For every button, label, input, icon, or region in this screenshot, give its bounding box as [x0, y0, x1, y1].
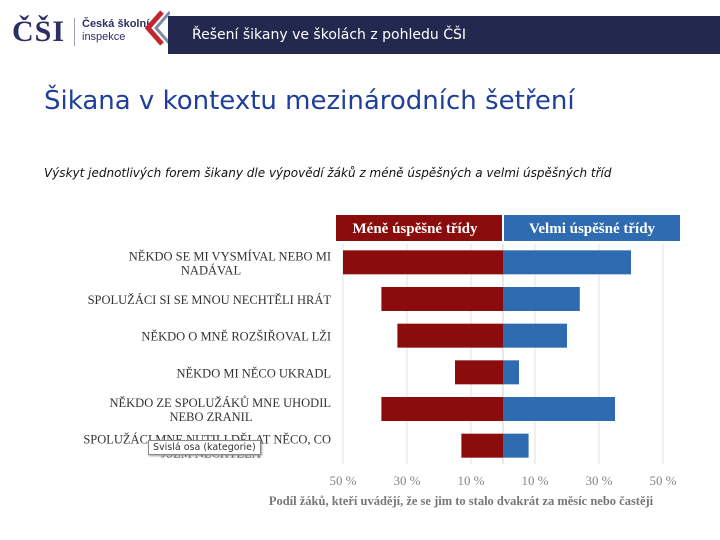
bar-less-successful-2 [397, 323, 503, 348]
x-tick-label-1: 30 % [393, 473, 420, 488]
category-label-2: NĚKDO O MNĚ ROZŠIŘOVAL LŽI [141, 330, 331, 344]
category-label-0-line-2: NADÁVAL [181, 263, 241, 277]
bar-very-successful-0 [503, 250, 631, 275]
x-tick-label-5: 50 % [649, 473, 676, 488]
bar-very-successful-4 [503, 397, 615, 421]
category-label-5: SPOLUŽÁCI MNE NUTILI DĚLAT NĚCO, CO [83, 433, 331, 447]
x-axis-title: Podíl žáků, kteří uvádějí, že se jim to … [269, 494, 654, 508]
axis-tooltip: Svislá osa (kategorie) [148, 440, 261, 455]
category-label-3: NĚKDO MI NĚCO UKRADL [176, 366, 331, 380]
logo-name-line-2: inspekce [82, 31, 126, 43]
logo-name: Česká školní inspekce [82, 18, 152, 44]
bar-very-successful-1 [503, 287, 580, 311]
category-label-1: SPOLUŽÁCI SI SE MNOU NECHTĚLI HRÁT [88, 293, 332, 307]
bar-very-successful-2 [503, 323, 567, 348]
x-tick-label-2: 10 % [457, 473, 484, 488]
x-tick-label-0: 50 % [329, 473, 356, 488]
bar-less-successful-0 [343, 250, 503, 275]
chart-subtitle: Výskyt jednotlivých forem šikany dle výp… [44, 166, 612, 180]
bar-less-successful-5 [461, 433, 503, 458]
chevron-left-icon [144, 10, 170, 46]
bar-very-successful-5 [503, 433, 529, 458]
bar-less-successful-1 [381, 287, 503, 311]
page-title: Šikana v kontextu mezinárodních šetření [44, 86, 575, 116]
legend-very-successful [504, 215, 680, 241]
banner-title: Řešení šikany ve školách z pohledu ČŠI [192, 27, 466, 43]
header-banner: Řešení šikany ve školách z pohledu ČŠI [168, 16, 720, 54]
logo-name-line-1: Česká školní [82, 18, 150, 30]
category-label-4: NĚKDO ZE SPOLUŽÁKŮ MNE UHODIL [109, 395, 331, 410]
legend-label-very-successful: Velmi úspěšné třídy [529, 221, 656, 237]
bar-less-successful-3 [455, 360, 503, 385]
x-tick-label-3: 10 % [521, 473, 548, 488]
header: ČŠI Česká školní inspekce Řešení šikany … [0, 0, 720, 62]
logo-divider [74, 18, 75, 46]
legend-label-less-successful: Méně úspěšné třídy [353, 221, 478, 237]
legend-less-successful [336, 215, 502, 241]
x-tick-label-4: 30 % [585, 473, 612, 488]
category-label-0: NĚKDO SE MI VYSMÍVAL NEBO MI [129, 249, 331, 263]
bar-very-successful-3 [503, 360, 519, 385]
category-label-4-line-2: NEBO ZRANIL [170, 410, 253, 424]
logo-mark: ČŠI [12, 15, 66, 48]
bar-less-successful-4 [381, 397, 503, 421]
